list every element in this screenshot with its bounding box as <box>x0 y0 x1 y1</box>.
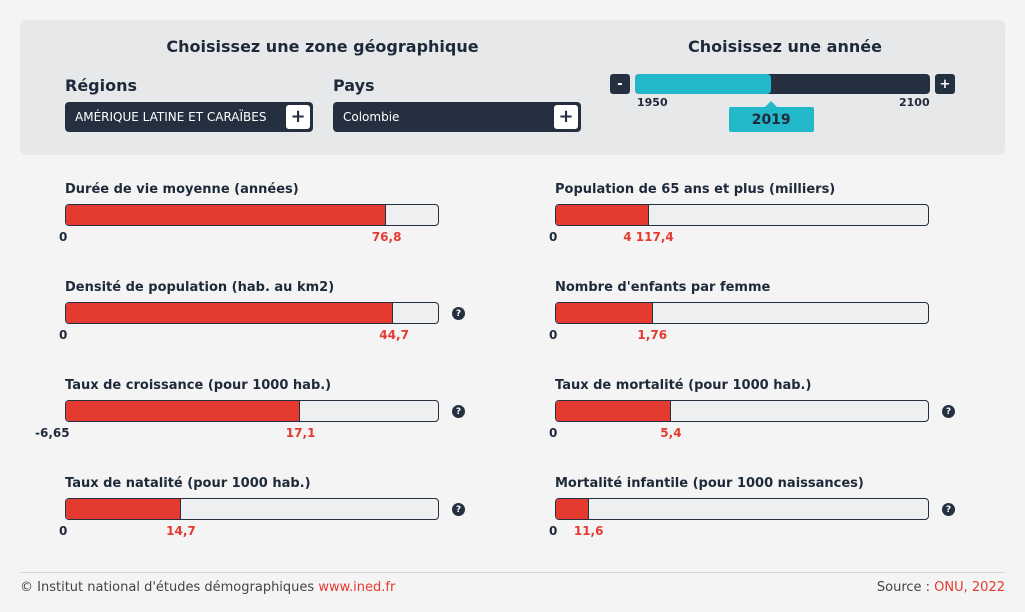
indicator-1: Durée de vie moyenne (années) 0 76,8 <box>59 182 485 252</box>
footer-copyright: © Institut national d'études démographiq… <box>20 580 319 595</box>
regions-label: Régions <box>65 76 138 95</box>
indicator-value-label: 17,1 <box>285 426 316 440</box>
regions-select[interactable]: AMÉRIQUE LATINE ET CARAÏBES + <box>65 102 313 132</box>
year-title: Choisissez une année <box>688 37 882 56</box>
footer-link[interactable]: www.ined.fr <box>318 580 396 595</box>
indicator-title: Taux de croissance (pour 1000 hab.) <box>65 378 332 393</box>
indicator-5: Taux de croissance (pour 1000 hab.) -6,65… <box>35 378 485 448</box>
footer-source-label: Source : <box>876 580 935 595</box>
indicator-title: Taux de natalité (pour 1000 hab.) <box>65 476 311 491</box>
indicator-6: Taux de mortalité (pour 1000 hab.) 0 5,4? <box>549 378 975 448</box>
indicator-title: Taux de mortalité (pour 1000 hab.) <box>555 378 812 393</box>
indicator-min-label: 0 <box>59 230 68 244</box>
regions-select-value: AMÉRIQUE LATINE ET CARAÏBES <box>75 110 267 124</box>
indicator-min-label: -6,65 <box>35 426 70 440</box>
indicator-min-label: 0 <box>549 230 558 244</box>
indicator-bar-fill <box>556 499 590 519</box>
indicator-bar-fill <box>556 303 653 323</box>
help-icon[interactable]: ? <box>452 503 465 516</box>
indicator-2: Population de 65 ans et plus (milliers) 0… <box>549 182 975 252</box>
indicator-title: Mortalité infantile (pour 1000 naissance… <box>555 476 864 491</box>
year-end-label: 2100 <box>899 96 930 109</box>
indicator-bar-track <box>65 400 439 422</box>
pays-select[interactable]: Colombie + <box>333 102 581 132</box>
indicator-bar-fill <box>556 205 649 225</box>
indicator-min-label: 0 <box>59 524 68 538</box>
year-start-label: 1950 <box>637 96 668 109</box>
footer-source-link[interactable]: ONU, 2022 <box>934 580 1005 595</box>
pays-select-value: Colombie <box>343 110 400 124</box>
regions-plus-icon[interactable]: + <box>286 105 310 129</box>
indicator-4: Nombre d'enfants par femme 0 1,76 <box>549 280 975 350</box>
indicator-value-label: 76,8 <box>371 230 402 244</box>
year-increment-button[interactable]: + <box>935 74 955 94</box>
indicator-bar-track <box>65 204 439 226</box>
footer-source: Source : ONU, 2022 <box>877 580 1005 595</box>
indicator-bar-fill <box>66 499 182 519</box>
pays-label: Pays <box>333 76 375 95</box>
year-decrement-button[interactable]: - <box>610 74 630 94</box>
indicator-8: Mortalité infantile (pour 1000 naissance… <box>549 476 975 546</box>
indicator-bar-track <box>555 204 929 226</box>
indicator-title: Durée de vie moyenne (années) <box>65 182 299 197</box>
footer-credit: © Institut national d'études démographiq… <box>20 580 395 595</box>
indicator-bar-track <box>65 302 439 324</box>
indicator-bar-track <box>555 302 929 324</box>
indicator-value-label: 4 117,4 <box>623 230 674 244</box>
indicator-title: Population de 65 ans et plus (milliers) <box>555 182 836 197</box>
year-slider-fill <box>635 74 771 94</box>
indicator-bar-fill <box>66 401 301 421</box>
help-icon[interactable]: ? <box>942 503 955 516</box>
help-icon[interactable]: ? <box>942 405 955 418</box>
indicator-min-label: 0 <box>59 328 68 342</box>
year-slider-track[interactable] <box>635 74 930 94</box>
indicator-bar-fill <box>556 401 672 421</box>
indicator-3: Densité de population (hab. au km2) 0 44,7… <box>59 280 485 350</box>
indicator-bar-fill <box>66 303 394 323</box>
indicator-bar-track <box>555 400 929 422</box>
footer-divider <box>20 572 1005 573</box>
zone-title: Choisissez une zone géographique <box>166 37 479 56</box>
indicator-value-label: 44,7 <box>379 328 409 342</box>
pays-plus-icon[interactable]: + <box>554 105 578 129</box>
indicator-value-label: 14,7 <box>166 524 196 538</box>
indicator-title: Nombre d'enfants par femme <box>555 280 771 295</box>
indicator-min-label: 0 <box>549 426 558 440</box>
indicator-bar-track <box>65 498 439 520</box>
indicator-value-label: 1,76 <box>637 328 668 342</box>
indicator-min-label: 0 <box>549 328 558 342</box>
indicator-title: Densité de population (hab. au km2) <box>65 280 335 295</box>
indicator-bar-fill <box>66 205 386 225</box>
help-icon[interactable]: ? <box>452 307 465 320</box>
year-current-badge: 2019 <box>728 101 814 132</box>
indicator-7: Taux de natalité (pour 1000 hab.) 0 14,7? <box>59 476 485 546</box>
indicator-value-label: 5,4 <box>660 426 682 440</box>
indicator-bar-track <box>555 498 929 520</box>
help-icon[interactable]: ? <box>452 405 465 418</box>
indicator-min-label: 0 <box>549 524 558 538</box>
indicator-value-label: 11,6 <box>573 524 604 538</box>
